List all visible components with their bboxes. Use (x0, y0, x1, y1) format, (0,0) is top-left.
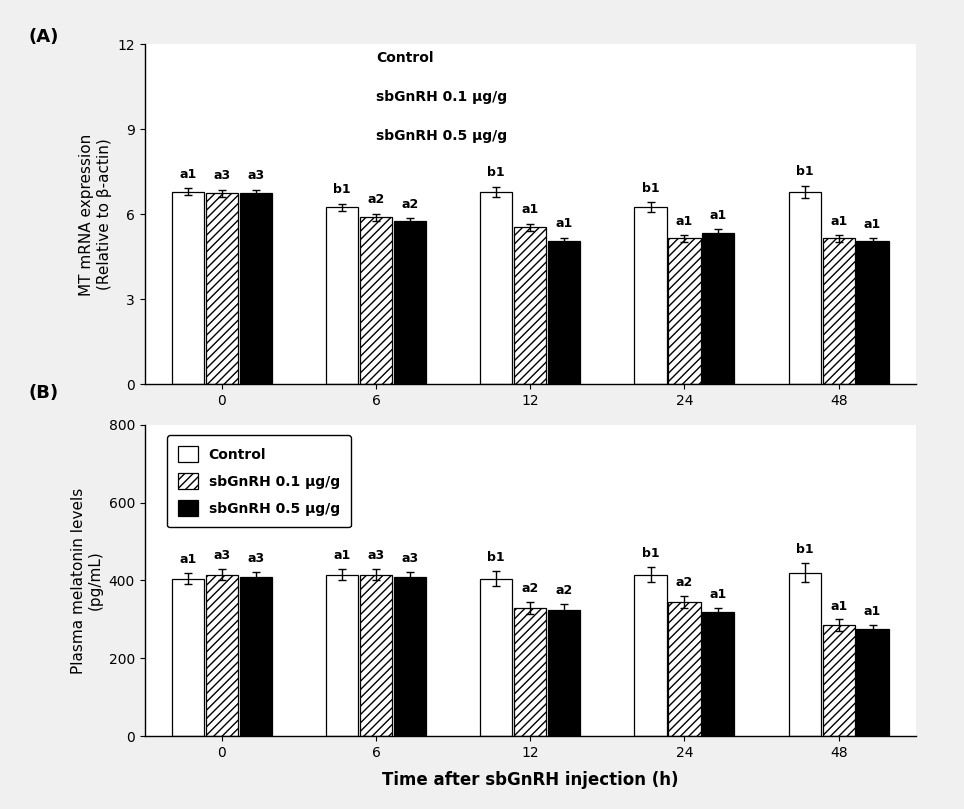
Text: a3: a3 (401, 552, 418, 565)
Bar (634, 207, 667, 384)
Text: sbGnRH 0.1 μg/g: sbGnRH 0.1 μg/g (376, 91, 507, 104)
Text: a1: a1 (522, 203, 539, 216)
Bar (205, 574, 238, 736)
X-axis label: Time after sbGnRH injection (h): Time after sbGnRH injection (h) (382, 771, 679, 789)
Text: a2: a2 (555, 584, 573, 597)
Bar (172, 578, 204, 736)
Bar (514, 227, 547, 384)
Text: a3: a3 (247, 169, 264, 182)
Bar (668, 602, 701, 736)
Bar (239, 578, 272, 736)
Bar (856, 241, 889, 384)
Bar (360, 218, 392, 384)
Text: (B): (B) (29, 384, 59, 402)
Bar (360, 574, 392, 736)
Bar (789, 192, 821, 384)
Text: sbGnRH 0.5 μg/g: sbGnRH 0.5 μg/g (376, 129, 507, 143)
Text: a1: a1 (710, 209, 727, 222)
Bar (480, 192, 513, 384)
Bar (856, 629, 889, 736)
Bar (702, 612, 735, 736)
Bar (514, 608, 547, 736)
Text: a1: a1 (334, 549, 351, 562)
Text: (A): (A) (29, 28, 60, 46)
Text: b1: b1 (642, 547, 659, 560)
Text: Control: Control (376, 51, 434, 66)
Text: b1: b1 (488, 551, 505, 564)
Text: a2: a2 (676, 576, 693, 589)
Text: a1: a1 (179, 553, 197, 565)
Text: a2: a2 (401, 197, 418, 210)
Text: a1: a1 (676, 214, 693, 227)
Text: a1: a1 (830, 599, 847, 612)
Text: a3: a3 (213, 549, 230, 562)
Text: a3: a3 (367, 549, 385, 562)
Text: a1: a1 (864, 605, 881, 618)
Bar (822, 239, 855, 384)
Bar (205, 193, 238, 384)
Y-axis label: MT mRNA expression
(Relative to β-actin): MT mRNA expression (Relative to β-actin) (79, 133, 112, 295)
Text: a3: a3 (247, 552, 264, 565)
Bar (480, 578, 513, 736)
Bar (789, 573, 821, 736)
Bar (548, 610, 580, 736)
Text: a3: a3 (213, 169, 230, 182)
Text: b1: b1 (488, 166, 505, 179)
Text: a2: a2 (367, 193, 385, 206)
Text: b1: b1 (642, 182, 659, 195)
Y-axis label: Plasma melatonin levels
(pg/mL): Plasma melatonin levels (pg/mL) (70, 487, 103, 674)
Text: b1: b1 (334, 184, 351, 197)
Text: a1: a1 (179, 167, 197, 181)
Bar (393, 222, 426, 384)
Bar (172, 192, 204, 384)
Text: a1: a1 (555, 218, 573, 231)
Bar (326, 207, 359, 384)
Text: a1: a1 (864, 218, 881, 231)
Bar (326, 574, 359, 736)
Bar (393, 578, 426, 736)
Text: a2: a2 (522, 582, 539, 595)
Text: b1: b1 (796, 543, 814, 556)
Text: a1: a1 (710, 588, 727, 601)
Bar (548, 241, 580, 384)
Legend: Control, sbGnRH 0.1 μg/g, sbGnRH 0.5 μg/g: Control, sbGnRH 0.1 μg/g, sbGnRH 0.5 μg/… (167, 434, 351, 527)
Text: a1: a1 (830, 214, 847, 227)
Bar (634, 574, 667, 736)
Bar (239, 193, 272, 384)
Bar (702, 233, 735, 384)
Text: b1: b1 (796, 165, 814, 178)
Bar (822, 625, 855, 736)
Bar (668, 239, 701, 384)
